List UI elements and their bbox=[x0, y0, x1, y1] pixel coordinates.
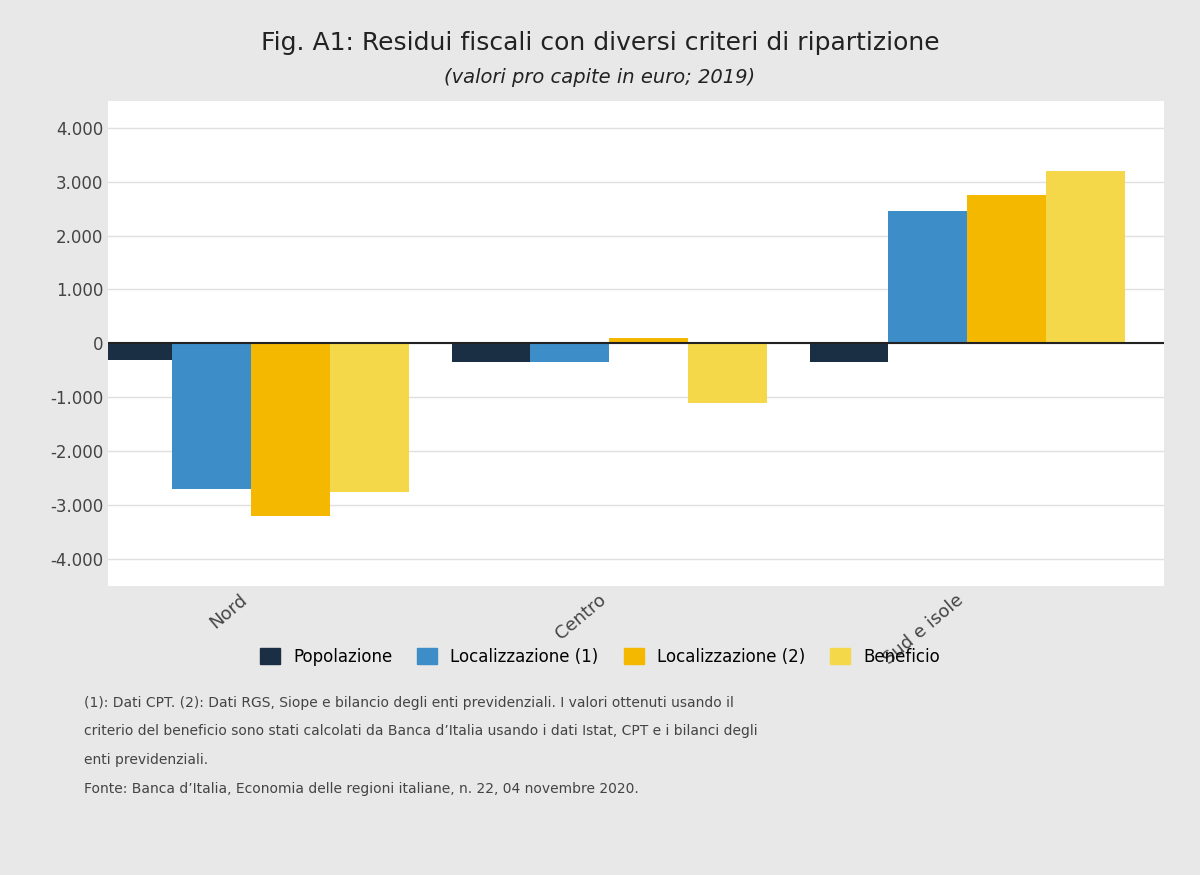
Bar bbox=[810, 343, 888, 362]
Bar bbox=[688, 343, 767, 402]
Text: Fonte: Banca d’Italia, Economia delle regioni italiane, n. 22, 04 novembre 2020.: Fonte: Banca d’Italia, Economia delle re… bbox=[84, 782, 638, 796]
Text: (1): Dati CPT. (2): Dati RGS, Siope e bilancio degli enti previdenziali. I valor: (1): Dati CPT. (2): Dati RGS, Siope e bi… bbox=[84, 696, 734, 710]
Bar bbox=[173, 343, 251, 489]
Text: criterio del beneficio sono stati calcolati da Banca d’Italia usando i dati Ista: criterio del beneficio sono stati calcol… bbox=[84, 724, 757, 738]
Bar bbox=[888, 211, 967, 343]
Bar bbox=[530, 343, 610, 362]
Text: enti previdenziali.: enti previdenziali. bbox=[84, 753, 208, 767]
Bar bbox=[251, 343, 330, 516]
Text: (valori pro capite in euro; 2019): (valori pro capite in euro; 2019) bbox=[444, 68, 756, 88]
Bar bbox=[94, 343, 173, 360]
Legend: Popolazione, Localizzazione (1), Localizzazione (2), Beneficio: Popolazione, Localizzazione (1), Localiz… bbox=[254, 643, 946, 671]
Bar bbox=[967, 195, 1046, 343]
Bar bbox=[451, 343, 530, 362]
Bar bbox=[330, 343, 409, 492]
Bar bbox=[610, 338, 688, 343]
Bar bbox=[1046, 171, 1124, 343]
Text: Fig. A1: Residui fiscali con diversi criteri di ripartizione: Fig. A1: Residui fiscali con diversi cri… bbox=[260, 31, 940, 54]
